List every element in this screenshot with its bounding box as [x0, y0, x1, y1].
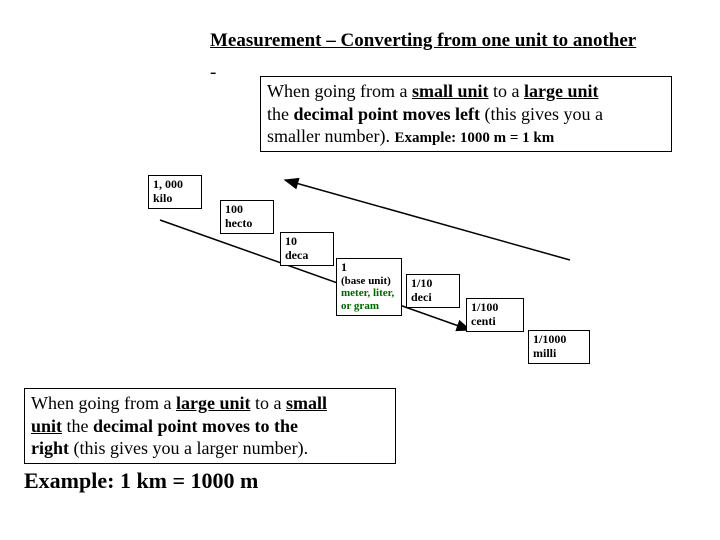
unit-name: deci — [411, 291, 455, 305]
text: decimal point moves left — [294, 104, 480, 124]
example-large-to-small: Example: 1 km = 1000 m — [24, 468, 258, 494]
unit-centi: 1/100 centi — [466, 298, 524, 332]
unit-value: 10 — [285, 235, 329, 249]
rule-large-to-small: When going from a large unit to a small … — [24, 388, 396, 464]
text: When going from a — [267, 81, 412, 101]
unit-milli: 1/1000 milli — [528, 330, 590, 364]
unit-name: milli — [533, 347, 585, 361]
text: When going from a — [31, 393, 176, 413]
text: small unit — [412, 81, 489, 101]
page-title: Measurement – Converting from one unit t… — [210, 30, 636, 52]
text: (this gives you a — [480, 104, 603, 124]
text: the — [267, 104, 294, 124]
rule-small-to-large: When going from a small unit to a large … — [260, 76, 672, 152]
unit-name: kilo — [153, 192, 197, 206]
unit-sub: (base unit) — [341, 275, 397, 288]
unit-value: 1/10 — [411, 277, 455, 291]
unit-value: 1 — [341, 261, 397, 275]
unit-kilo: 1, 000 kilo — [148, 175, 202, 209]
text: right — [31, 438, 69, 458]
unit-value: 1/1000 — [533, 333, 585, 347]
text: large unit — [524, 81, 599, 101]
unit-extra: meter, liter, or gram — [341, 287, 397, 312]
text: (this gives you a larger number). — [69, 438, 308, 458]
text: small — [286, 393, 327, 413]
unit-deca: 10 deca — [280, 232, 334, 266]
text: to a — [250, 393, 286, 413]
unit-name: deca — [285, 249, 329, 263]
unit-name: hecto — [225, 217, 269, 231]
text: decimal point moves to the — [93, 416, 298, 436]
unit-name: centi — [471, 315, 519, 329]
text: Example: 1000 m = 1 km — [394, 130, 554, 146]
unit-value: 100 — [225, 203, 269, 217]
unit-base: 1 (base unit) meter, liter, or gram — [336, 258, 402, 316]
text: unit — [31, 416, 62, 436]
unit-value: 1/100 — [471, 301, 519, 315]
unit-deci: 1/10 deci — [406, 274, 460, 308]
text: smaller number). — [267, 126, 394, 146]
text: to a — [489, 81, 525, 101]
bullet-dash: - — [210, 62, 216, 84]
unit-hecto: 100 hecto — [220, 200, 274, 234]
text: large unit — [176, 393, 251, 413]
text: the — [62, 416, 93, 436]
unit-value: 1, 000 — [153, 178, 197, 192]
